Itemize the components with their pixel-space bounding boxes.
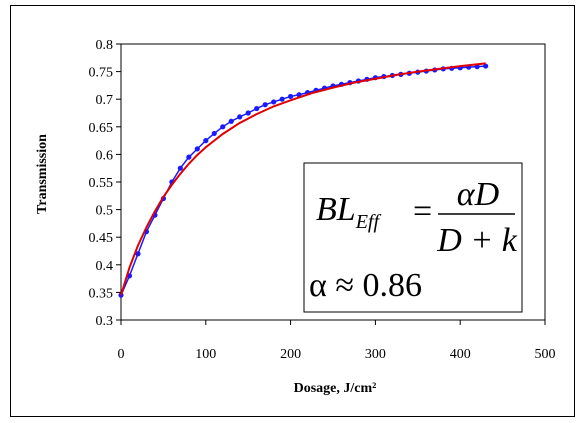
equation-equals: = (413, 193, 432, 230)
fit-curve (120, 62, 486, 296)
measured-data-point (194, 146, 200, 152)
y-tick-label: 0.3 (96, 314, 114, 329)
measured-data-point (203, 138, 209, 144)
x-tick-label: 300 (365, 347, 386, 362)
measured-data-point (245, 110, 251, 116)
measured-data-point (271, 99, 277, 105)
measured-data-point (177, 165, 183, 171)
y-axis-title: Transmission (35, 134, 50, 214)
y-tick-label: 0.5 (96, 204, 114, 219)
equation-denominator: D + k (436, 222, 517, 259)
x-tick-label: 500 (535, 347, 556, 362)
x-tick-label: 100 (195, 347, 216, 362)
measured-data-point (483, 63, 489, 69)
measured-data-point (228, 118, 234, 124)
x-tick-label: 200 (280, 347, 301, 362)
alpha-value: α ≈ 0.86 (309, 267, 422, 304)
measured-data-point (211, 130, 217, 137)
y-tick-label: 0.4 (96, 259, 114, 274)
y-axis: 0.3 0.35 0.4 0.45 0.5 0.55 0.6 0.65 0.7 0.75 0.8 (89, 38, 121, 329)
measured-data-point (237, 114, 243, 120)
equation-numerator: αD (457, 176, 500, 213)
x-axis: 0 100 200 300 400 500 (118, 320, 556, 362)
y-tick-label: 0.7 (96, 93, 114, 108)
x-axis-title: Dosage, J/cm² (294, 381, 377, 396)
equation-box: BLEff = αD D + k α ≈ 0.86 (303, 162, 523, 313)
y-tick-label: 0.35 (89, 286, 114, 301)
measured-data-point (135, 251, 141, 257)
measured-data-point (254, 105, 260, 112)
y-tick-label: 0.75 (89, 66, 114, 81)
equation-lhs: BLEff (316, 191, 381, 233)
y-tick-label: 0.8 (96, 38, 114, 53)
measured-data-point (288, 93, 294, 100)
y-tick-label: 0.45 (89, 231, 114, 246)
measured-data-point (220, 124, 226, 130)
measured-data-point (279, 96, 285, 102)
x-tick-label: 0 (118, 347, 125, 362)
measured-data-point (186, 154, 192, 160)
y-tick-label: 0.65 (89, 121, 114, 136)
measured-data-point (262, 102, 268, 108)
x-tick-label: 400 (450, 347, 471, 362)
y-tick-label: 0.6 (96, 148, 114, 163)
y-tick-label: 0.55 (89, 176, 114, 191)
series-layer (118, 62, 489, 298)
